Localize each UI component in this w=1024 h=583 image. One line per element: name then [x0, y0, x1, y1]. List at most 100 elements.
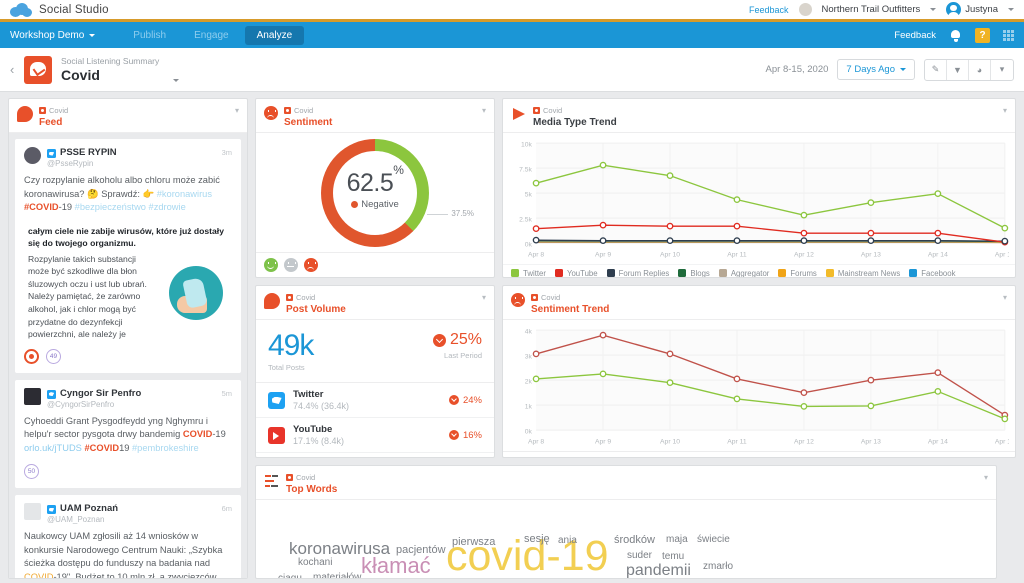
- topic-square-icon: [286, 474, 293, 482]
- range-selector[interactable]: 7 Days Ago: [837, 59, 915, 80]
- negative-face-icon[interactable]: [304, 258, 318, 272]
- svg-text:Apr 10: Apr 10: [660, 252, 680, 259]
- sentiment-trend-plot[interactable]: 0k 1k 2k 3k 4k Apr 8 Apr 9 Apr 10 Apr 11 Apr 12 Ap…: [503, 320, 1015, 451]
- legend-item-blogs[interactable]: Blogs: [678, 269, 710, 277]
- svg-text:2.5k: 2.5k: [519, 216, 532, 223]
- filter-icon[interactable]: ▼: [947, 59, 969, 80]
- media-type-trend-title: Media Type Trend: [533, 116, 617, 128]
- word-cloud-term[interactable]: pandemii: [626, 562, 691, 579]
- post-volume-card: Covid Post Volume ▾ 49k Total Posts 25% …: [255, 285, 495, 458]
- word-cloud-term[interactable]: suder: [627, 550, 653, 561]
- sentiment-donut-chart[interactable]: 62.5% Negative 37.5%: [256, 133, 494, 252]
- word-cloud-term[interactable]: pierwsza: [452, 536, 496, 548]
- post-score: 50: [24, 464, 39, 479]
- positive-face-icon[interactable]: [511, 456, 525, 457]
- org-chevron-down-icon[interactable]: [930, 8, 937, 11]
- sentiment-trend-menu-icon[interactable]: ▾: [1002, 293, 1007, 302]
- list-item[interactable]: Twitter 74.4% (36.4k) 24%: [256, 383, 494, 418]
- tab-analyze[interactable]: Analyze: [244, 25, 305, 45]
- workspace-chevron-down-icon: [89, 33, 96, 37]
- media-type-trend-menu-icon[interactable]: ▾: [1002, 106, 1007, 115]
- feed-card-menu-icon[interactable]: ▾: [234, 106, 239, 115]
- user-chevron-down-icon[interactable]: [1008, 8, 1014, 11]
- media-type-trend-legend[interactable]: Twitter YouTube Forum Replies Blogs Aggregat…: [503, 263, 1015, 277]
- svg-text:Apr 14: Apr 14: [928, 252, 948, 259]
- post-image[interactable]: całym ciele nie zabije wirusów, które ju…: [24, 221, 232, 340]
- list-item[interactable]: PSSE RYPIN 3m @PsseRypin Czy rozpylanie …: [15, 139, 241, 373]
- page-header: ‹ Social Listening Summary Covid Apr 8-1…: [0, 48, 1024, 92]
- donut-ring: [321, 138, 429, 247]
- word-cloud-term[interactable]: koronawirusa: [289, 539, 391, 558]
- page-subtitle: Social Listening Summary: [61, 56, 160, 66]
- word-cloud-term[interactable]: maja: [666, 534, 688, 545]
- neutral-face-icon[interactable]: [531, 456, 545, 457]
- sentiment-secondary-label: 37.5%: [427, 209, 474, 218]
- status-badge[interactable]: [24, 348, 39, 364]
- bell-icon[interactable]: [949, 29, 962, 42]
- legend-item-mainstream-news[interactable]: Mainstream News: [825, 269, 900, 277]
- sentiment-card-menu-icon[interactable]: ▾: [481, 106, 486, 115]
- legend-item-forum-replies[interactable]: Forum Replies: [606, 269, 669, 277]
- media-type-trend-plot[interactable]: 0k 2.5k 5k 7.5k 10k Apr 8 Apr 9 Apr 10 Apr 11 Apr…: [503, 133, 1015, 264]
- word-cloud-term[interactable]: sesję: [524, 533, 550, 545]
- feed-list[interactable]: PSSE RYPIN 3m @PsseRypin Czy rozpylanie …: [9, 133, 247, 578]
- word-cloud-term[interactable]: materiałów: [313, 572, 362, 579]
- feed-column: Covid Feed ▾ PSSE RYPIN 3m: [8, 98, 248, 579]
- page-chevron-down-icon[interactable]: [173, 79, 180, 82]
- word-cloud-term[interactable]: temu: [662, 551, 685, 562]
- edit-icon[interactable]: ✎: [925, 59, 947, 80]
- back-icon[interactable]: ‹: [10, 62, 15, 77]
- tab-publish[interactable]: Publish: [133, 29, 167, 41]
- user-menu[interactable]: Justyna: [946, 2, 998, 18]
- sentiment-card-title: Sentiment: [284, 116, 333, 128]
- share-icon[interactable]: ◕: [969, 59, 991, 80]
- legend-item-facebook[interactable]: Facebook: [909, 269, 955, 277]
- legend-item-aggregator[interactable]: Aggregator: [718, 269, 769, 277]
- word-cloud-term[interactable]: kochani: [298, 557, 333, 568]
- topic-square-icon: [533, 107, 540, 115]
- feed-card-tag: Covid: [49, 106, 69, 115]
- svg-text:Apr 13: Apr 13: [861, 439, 881, 446]
- negative-face-icon[interactable]: [551, 456, 565, 457]
- app-grid-icon[interactable]: [1003, 29, 1014, 41]
- nav-feedback-link[interactable]: Feedback: [894, 29, 936, 41]
- media-type-trend-header: Covid Media Type Trend ▾: [503, 99, 1015, 133]
- topic-square-icon: [284, 107, 291, 115]
- svg-text:0k: 0k: [525, 241, 533, 248]
- word-cloud-term[interactable]: ania: [558, 535, 577, 546]
- topbar-feedback-link[interactable]: Feedback: [748, 4, 789, 15]
- positive-face-icon[interactable]: [264, 258, 278, 272]
- legend-item-twitter[interactable]: Twitter: [511, 269, 546, 277]
- word-cloud[interactable]: covid-19kłamać#covid_19koronawirusapande…: [256, 500, 996, 579]
- post-image-heading: całym ciele nie zabije wirusów, które ju…: [28, 225, 224, 249]
- workspace-selector[interactable]: Workshop Demo: [10, 30, 96, 41]
- sentiment-face-icon: [511, 293, 525, 307]
- range-selector-label: 7 Days Ago: [846, 64, 895, 75]
- list-item[interactable]: YouTube 17.1% (8.4k) 16%: [256, 418, 494, 453]
- word-cloud-term[interactable]: świecie: [697, 534, 730, 545]
- tab-engage[interactable]: Engage: [194, 29, 229, 41]
- top-words-card-menu-icon[interactable]: ▾: [983, 473, 988, 482]
- word-cloud-term[interactable]: pacjentów: [396, 544, 446, 556]
- post-volume-list[interactable]: Twitter 74.4% (36.4k) 24% YouTube 17.1% …: [256, 383, 494, 457]
- word-cloud-term[interactable]: kłamać: [361, 553, 431, 578]
- list-item[interactable]: UAM Poznań 6m @UAM_Poznan Naukowcy UAM z…: [15, 495, 241, 578]
- neutral-face-icon[interactable]: [284, 258, 298, 272]
- legend-item-youtube[interactable]: YouTube: [554, 269, 598, 277]
- word-cloud-term[interactable]: środków: [614, 534, 655, 546]
- svg-text:Apr 14: Apr 14: [928, 439, 948, 446]
- list-item[interactable]: Cyngor Sir Penfro 5m @CyngorSirPenfro Cy…: [15, 379, 241, 488]
- more-icon[interactable]: ▾: [999, 64, 1005, 74]
- post-volume-card-menu-icon[interactable]: ▾: [481, 293, 486, 302]
- word-cloud-term[interactable]: ciągu: [278, 574, 302, 579]
- help-icon[interactable]: ?: [975, 27, 990, 43]
- word-cloud-term[interactable]: zmarło: [703, 561, 734, 572]
- post-image-body: Rozpylanie takich substancji może być sz…: [28, 253, 147, 340]
- org-name[interactable]: Northern Trail Outfitters: [821, 4, 921, 15]
- word-cloud-term[interactable]: covid-19: [446, 532, 609, 578]
- top-words-icon: [264, 473, 280, 489]
- youtube-icon: [268, 426, 285, 444]
- legend-item-forums[interactable]: Forums: [778, 269, 817, 277]
- legend-swatch-icon: [554, 269, 563, 277]
- list-item[interactable]: Forum Replies 3.3% (1.6k) 53%: [256, 453, 494, 457]
